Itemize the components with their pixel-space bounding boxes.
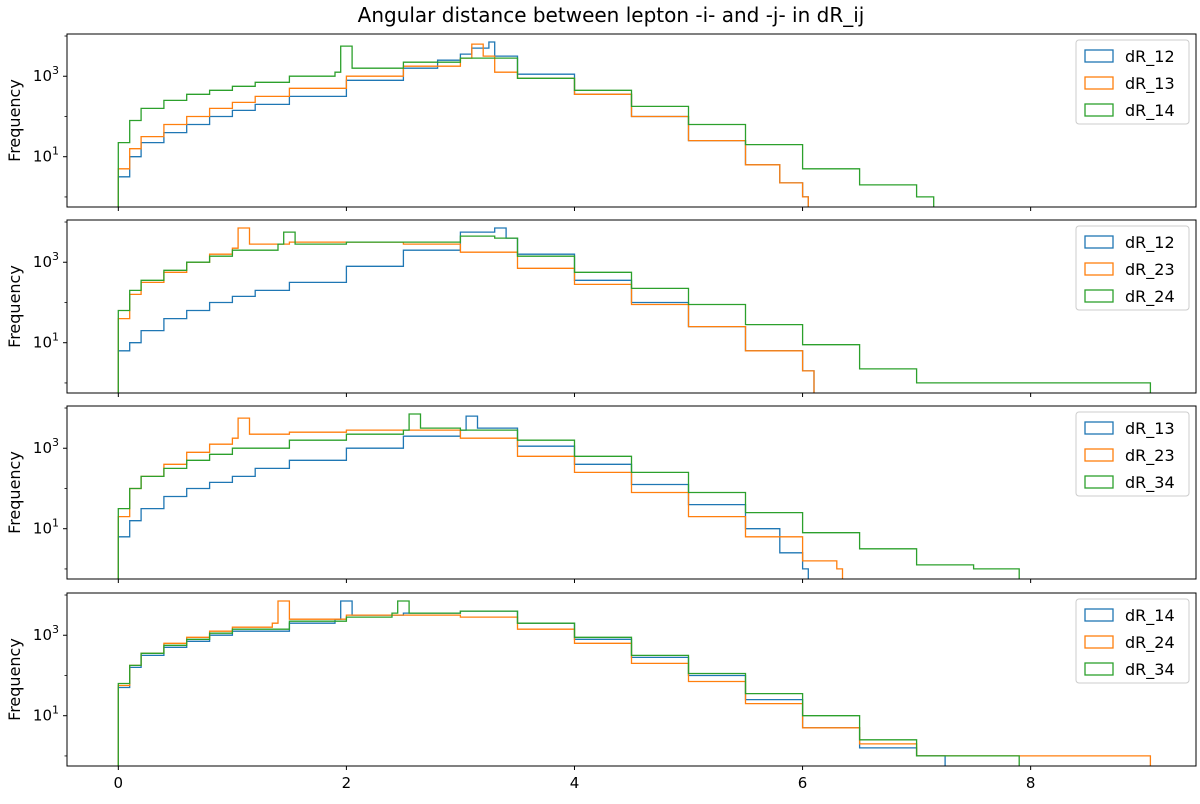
legend-swatch bbox=[1084, 289, 1114, 303]
y-tick-label: 101 bbox=[33, 331, 59, 352]
series-line-dr14 bbox=[117, 600, 946, 766]
series-line-dr13 bbox=[117, 415, 809, 579]
legend-swatch bbox=[1084, 421, 1114, 435]
legend: dR_12 dR_13 dR_14 bbox=[1075, 39, 1190, 125]
legend-swatch bbox=[1084, 103, 1114, 117]
x-tick-label: 6 bbox=[798, 774, 808, 792]
y-tick-label: 103 bbox=[33, 436, 59, 457]
legend-label: dR_23 bbox=[1125, 446, 1175, 466]
legend-label: dR_13 bbox=[1125, 419, 1175, 439]
x-tick-label: 8 bbox=[1026, 774, 1036, 792]
legend-swatch bbox=[1084, 49, 1114, 63]
legend-swatch bbox=[1084, 262, 1114, 276]
panels: 101103FrequencydR_12dR_13dR_14101103Freq… bbox=[5, 33, 1197, 792]
axes-frame bbox=[66, 592, 1197, 767]
axes-frame bbox=[66, 33, 1197, 208]
legend-label: dR_23 bbox=[1125, 260, 1175, 280]
y-tick-exponent: 1 bbox=[52, 517, 59, 530]
legend-label: dR_14 bbox=[1125, 101, 1175, 121]
axes-frame bbox=[66, 219, 1197, 394]
legend-label: dR_24 bbox=[1125, 633, 1175, 653]
series-line-dr12 bbox=[117, 227, 815, 393]
y-tick-exponent: 3 bbox=[52, 64, 59, 77]
legend-label: dR_34 bbox=[1125, 473, 1175, 493]
series-line-dr24 bbox=[117, 231, 1152, 393]
legend-box bbox=[1075, 411, 1190, 497]
series-line-dr34 bbox=[117, 600, 1020, 766]
legend-label: dR_13 bbox=[1125, 74, 1175, 94]
legend-swatch bbox=[1084, 635, 1114, 649]
series-line-dr24 bbox=[117, 600, 1152, 766]
y-tick-label: 103 bbox=[33, 623, 59, 644]
panel-2: 101 103 Frequency dR_12 dR_23 dR_24 bbox=[5, 219, 1197, 397]
legend-label: dR_12 bbox=[1125, 233, 1175, 253]
series-line-dr34 bbox=[117, 413, 1020, 579]
legend: dR_14 dR_24 dR_34 bbox=[1075, 598, 1190, 684]
legend-box bbox=[1075, 39, 1190, 125]
series-line-dr23 bbox=[117, 227, 815, 393]
y-tick-label: 103 bbox=[33, 64, 59, 85]
series-line-dr12 bbox=[117, 41, 809, 207]
legend-swatch bbox=[1084, 76, 1114, 90]
x-tick-label: 2 bbox=[342, 774, 352, 792]
y-tick-label: 103 bbox=[33, 250, 59, 271]
y-tick-exponent: 3 bbox=[52, 623, 59, 636]
panel-1: 101 103 Frequency dR_12 dR_13 dR_14 bbox=[5, 33, 1197, 211]
legend-swatch bbox=[1084, 608, 1114, 622]
y-tick-label: 101 bbox=[33, 704, 59, 725]
y-tick-label: 101 bbox=[33, 145, 59, 166]
panel-4: 101 103 0 2 4 6 8 Frequency dR_14 dR_24 dR_34 bbox=[5, 592, 1197, 792]
series-line-dr23 bbox=[117, 417, 844, 579]
y-axis-label: Frequency bbox=[5, 451, 24, 534]
figure-title: Angular distance between lepton -i- and … bbox=[358, 3, 865, 27]
panel-3: 101 103 Frequency dR_13 dR_23 dR_34 bbox=[5, 405, 1197, 583]
legend: dR_13 dR_23 dR_34 bbox=[1075, 411, 1190, 497]
y-axis-label: Frequency bbox=[5, 638, 24, 721]
series-line-dr13 bbox=[117, 43, 809, 207]
y-axis-label: Frequency bbox=[5, 265, 24, 348]
legend-swatch bbox=[1084, 475, 1114, 489]
legend-box bbox=[1075, 225, 1190, 311]
y-tick-exponent: 3 bbox=[52, 436, 59, 449]
legend-swatch bbox=[1084, 235, 1114, 249]
y-axis-label: Frequency bbox=[5, 79, 24, 162]
x-tick-label: 4 bbox=[570, 774, 580, 792]
legend-label: dR_12 bbox=[1125, 47, 1175, 67]
axes-frame bbox=[66, 405, 1197, 580]
y-tick-exponent: 1 bbox=[52, 331, 59, 344]
legend-box bbox=[1075, 598, 1190, 684]
x-tick-label: 0 bbox=[114, 774, 124, 792]
y-tick-exponent: 1 bbox=[52, 145, 59, 158]
legend-swatch bbox=[1084, 448, 1114, 462]
y-tick-label: 101 bbox=[33, 517, 59, 538]
legend-label: dR_24 bbox=[1125, 287, 1175, 307]
y-tick-exponent: 3 bbox=[52, 250, 59, 263]
y-tick-exponent: 1 bbox=[52, 704, 59, 717]
legend-swatch bbox=[1084, 662, 1114, 676]
legend: dR_12 dR_23 dR_24 bbox=[1075, 225, 1190, 311]
series-line-dr14 bbox=[117, 45, 935, 207]
legend-label: dR_14 bbox=[1125, 606, 1175, 626]
legend-label: dR_34 bbox=[1125, 660, 1175, 680]
